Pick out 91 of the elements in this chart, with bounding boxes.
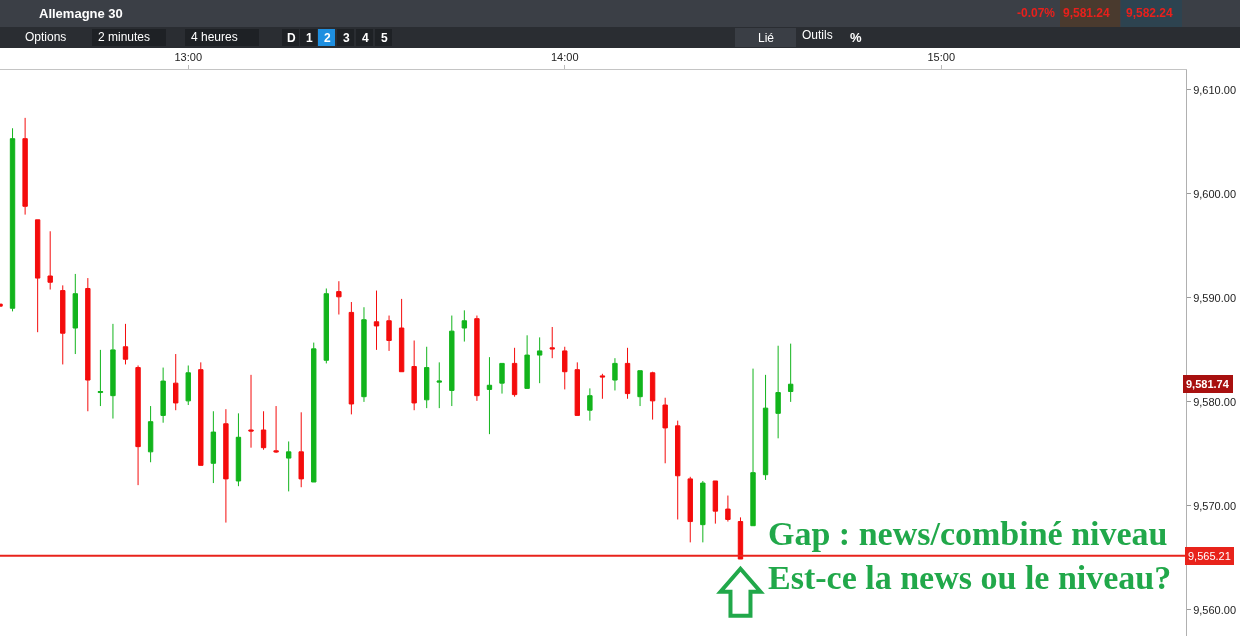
candlestick bbox=[185, 364, 191, 406]
candlestick bbox=[72, 273, 78, 355]
candlestick bbox=[762, 374, 769, 481]
x-tick-label: 13:00 bbox=[174, 50, 203, 63]
ref-line-label: 9,565.21 bbox=[1188, 550, 1231, 562]
candlestick bbox=[725, 495, 731, 523]
candlestick bbox=[474, 315, 480, 402]
candlestick bbox=[411, 340, 417, 411]
text: 2 minutes bbox=[98, 30, 151, 44]
candlestick bbox=[499, 362, 505, 395]
candlestick bbox=[511, 347, 518, 398]
text: 3 bbox=[343, 31, 350, 45]
candlestick bbox=[775, 345, 781, 439]
text: 9,581.24 bbox=[1063, 6, 1111, 20]
candlestick bbox=[649, 371, 656, 421]
candlestick bbox=[147, 405, 154, 463]
candlestick bbox=[323, 287, 330, 364]
text: % bbox=[850, 30, 862, 45]
candlestick bbox=[712, 480, 719, 525]
candlestick bbox=[524, 334, 530, 389]
text: D bbox=[287, 31, 296, 45]
candlestick bbox=[737, 516, 744, 560]
x-tick-label: 14:00 bbox=[550, 50, 579, 63]
candlestick bbox=[110, 323, 116, 420]
candlestick bbox=[361, 306, 367, 403]
candlestick bbox=[637, 370, 643, 407]
candlestick bbox=[787, 343, 794, 403]
text: -0.07% bbox=[1017, 6, 1056, 20]
text: 4 heures bbox=[191, 30, 238, 44]
candlestick bbox=[386, 315, 392, 352]
annotation: 9,581.74 bbox=[1186, 378, 1230, 390]
y-tick-label: 9,570.00 bbox=[1193, 499, 1237, 512]
candlestick bbox=[210, 410, 217, 484]
y-tick-label: 9,580.00 bbox=[1193, 395, 1237, 408]
y-tick-label: 9,610.00 bbox=[1193, 83, 1237, 96]
candlestick bbox=[486, 356, 493, 435]
candlestick bbox=[285, 440, 292, 492]
annotation: Gap : news/combiné niveau Est-ce la news ou le niveau? bbox=[768, 515, 1172, 597]
candlestick bbox=[587, 387, 593, 422]
candlestick bbox=[135, 364, 141, 486]
y-tick-label: 9,600.00 bbox=[1193, 187, 1237, 200]
candlestick bbox=[424, 346, 430, 409]
y-tick-label: 9,560.00 bbox=[1193, 603, 1237, 616]
candlestick bbox=[97, 349, 104, 407]
text: Outils bbox=[802, 28, 833, 42]
candlestick bbox=[599, 373, 606, 400]
candlestick bbox=[223, 408, 229, 524]
candlestick bbox=[461, 309, 468, 343]
candlestick bbox=[436, 361, 442, 409]
text: 9,582.24 bbox=[1126, 6, 1174, 20]
candlestick bbox=[122, 323, 129, 365]
candlestick bbox=[34, 219, 41, 333]
text: 1 bbox=[306, 31, 313, 45]
candlestick bbox=[160, 367, 166, 424]
candlestick bbox=[311, 342, 317, 483]
candlestick bbox=[373, 290, 380, 351]
candlestick bbox=[750, 368, 756, 527]
candlestick bbox=[662, 397, 668, 464]
text: 5 bbox=[381, 31, 388, 45]
candlestick bbox=[235, 412, 242, 487]
text: 4 bbox=[362, 31, 369, 45]
candlestick bbox=[9, 127, 16, 312]
candlestick bbox=[398, 298, 405, 373]
candlestick bbox=[173, 353, 179, 411]
candlestick bbox=[700, 480, 706, 543]
candlestick bbox=[260, 410, 267, 451]
y-tick-label: 9,590.00 bbox=[1193, 291, 1237, 304]
candlestick bbox=[85, 277, 91, 412]
candlestick bbox=[687, 476, 693, 543]
text: Lié bbox=[758, 31, 775, 45]
candlestick bbox=[298, 411, 304, 488]
candlestick bbox=[198, 361, 204, 466]
candlestick bbox=[47, 230, 53, 291]
candlestick bbox=[536, 336, 543, 384]
text: Options bbox=[25, 30, 67, 44]
candlestick bbox=[60, 284, 66, 365]
candlestick bbox=[574, 361, 580, 416]
candlestick bbox=[675, 420, 681, 520]
candlestick bbox=[562, 346, 568, 390]
candlestick bbox=[248, 374, 254, 449]
candlestick bbox=[449, 315, 455, 407]
chart-title: Allemagne 30 bbox=[39, 5, 123, 21]
candlestick bbox=[612, 357, 618, 391]
candlestick bbox=[348, 301, 355, 415]
candlestick bbox=[549, 326, 555, 359]
candlestick bbox=[22, 117, 28, 216]
text: 2 bbox=[324, 31, 331, 45]
candlestick bbox=[624, 347, 631, 400]
candlestick bbox=[336, 280, 342, 315]
candlestick bbox=[273, 405, 279, 454]
x-tick-label: 15:00 bbox=[927, 50, 956, 63]
